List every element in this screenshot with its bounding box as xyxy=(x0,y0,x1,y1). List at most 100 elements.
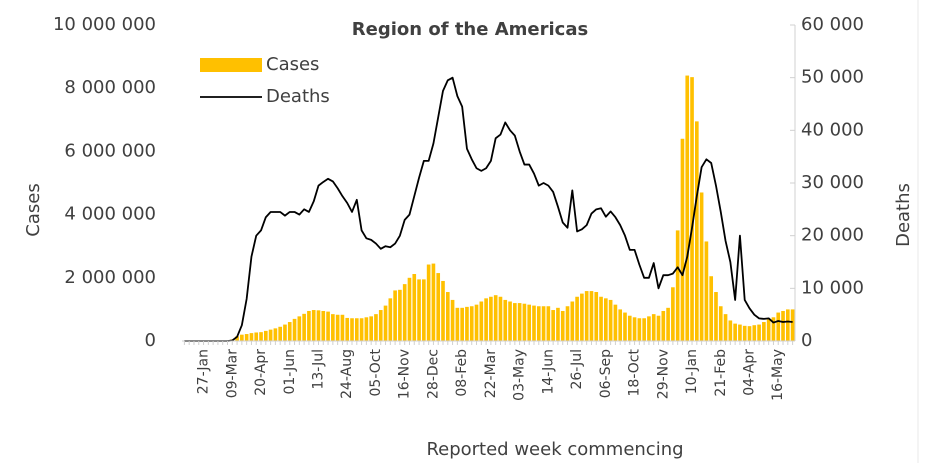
bar xyxy=(354,318,359,341)
bar xyxy=(412,274,417,341)
bar xyxy=(632,317,637,341)
bar xyxy=(307,310,311,341)
bar xyxy=(709,276,714,341)
bar xyxy=(508,301,512,341)
bar xyxy=(781,310,785,341)
legend-label: Cases xyxy=(266,54,319,75)
bar xyxy=(479,301,484,341)
bar xyxy=(790,309,795,341)
x-tick-label: 16-May xyxy=(770,349,786,401)
bar xyxy=(747,326,752,341)
bar xyxy=(311,310,316,341)
x-tick-label: 01-Jun xyxy=(282,349,298,395)
bar xyxy=(766,319,771,341)
bar xyxy=(714,292,718,341)
y2-tick-label: 30 000 xyxy=(801,172,864,193)
bar xyxy=(613,304,618,341)
bar xyxy=(240,334,244,341)
bar xyxy=(589,291,594,341)
bar xyxy=(699,192,704,341)
bar xyxy=(489,296,493,341)
bar xyxy=(469,306,474,341)
y2-axis-title: Deaths xyxy=(893,183,914,247)
bar xyxy=(718,306,723,341)
bar xyxy=(450,299,455,341)
bar xyxy=(671,287,675,341)
y2-tick-label: 60 000 xyxy=(801,14,864,35)
bar xyxy=(455,307,460,341)
bar xyxy=(627,315,632,341)
bar xyxy=(244,334,249,341)
chart-title: Region of the Americas xyxy=(352,19,588,40)
bar xyxy=(580,293,584,341)
bar xyxy=(335,314,340,341)
bar xyxy=(364,317,369,341)
bar xyxy=(762,322,766,341)
y2-tick-label: 50 000 xyxy=(801,67,864,88)
bar xyxy=(675,230,680,341)
bar xyxy=(436,273,441,341)
bar xyxy=(690,77,694,341)
bar xyxy=(287,322,292,341)
bar xyxy=(551,310,555,341)
bar xyxy=(417,279,421,341)
bar xyxy=(637,318,642,341)
bar xyxy=(278,326,282,341)
x-tick-label: 16-Nov xyxy=(397,349,413,399)
bar xyxy=(738,324,742,341)
bar xyxy=(498,296,503,341)
bar xyxy=(608,299,613,341)
bar xyxy=(776,312,781,341)
x-tick-label: 09-Mar xyxy=(224,349,240,399)
bar xyxy=(321,310,326,341)
bar xyxy=(584,291,589,341)
bar xyxy=(378,310,383,341)
bar xyxy=(493,295,498,341)
bar xyxy=(283,324,287,341)
bar xyxy=(642,318,646,341)
x-tick-label: 27-Jan xyxy=(196,349,212,394)
legend-label: Deaths xyxy=(266,86,330,107)
x-tick-label: 29-Nov xyxy=(655,349,671,399)
bar xyxy=(742,325,747,341)
x-tick-label: 04-Apr xyxy=(742,349,758,396)
line xyxy=(184,76,793,342)
bar xyxy=(331,314,335,341)
bar xyxy=(292,318,297,341)
y-tick-label: 6 000 000 xyxy=(64,140,156,161)
bar xyxy=(599,296,603,341)
y2-tick-label: 10 000 xyxy=(801,277,864,298)
bar xyxy=(618,309,623,341)
x-tick-label: 24-Aug xyxy=(339,349,355,399)
bar xyxy=(431,263,436,341)
x-tick-label: 05-Oct xyxy=(368,348,384,396)
bar xyxy=(536,306,541,341)
bar xyxy=(546,306,551,341)
bar xyxy=(513,303,517,341)
bar xyxy=(685,75,690,341)
y-axis-title: Cases xyxy=(23,183,44,236)
bar xyxy=(445,292,450,341)
y-tick-label: 0 xyxy=(145,330,156,351)
bar xyxy=(426,264,431,341)
x-tick-label: 22-Mar xyxy=(483,349,499,399)
bar xyxy=(522,303,527,341)
bar xyxy=(297,316,302,341)
x-tick-label: 14-Jun xyxy=(540,349,556,395)
bar xyxy=(704,241,709,341)
bar xyxy=(647,316,651,341)
bar xyxy=(570,301,575,341)
bar xyxy=(369,316,373,341)
bar xyxy=(594,292,599,341)
bar xyxy=(484,298,488,341)
x-tick-label: 13-Jul xyxy=(310,349,326,390)
x-tick-label: 28-Dec xyxy=(425,349,441,399)
bar xyxy=(695,121,699,341)
x-tick-label: 06-Sep xyxy=(598,349,614,398)
bar xyxy=(723,314,728,341)
bar xyxy=(757,324,761,341)
bar xyxy=(407,277,412,341)
x-tick-label: 10-Jan xyxy=(684,349,700,394)
x-tick-label: 18-Oct xyxy=(627,348,643,396)
bar xyxy=(254,332,259,341)
